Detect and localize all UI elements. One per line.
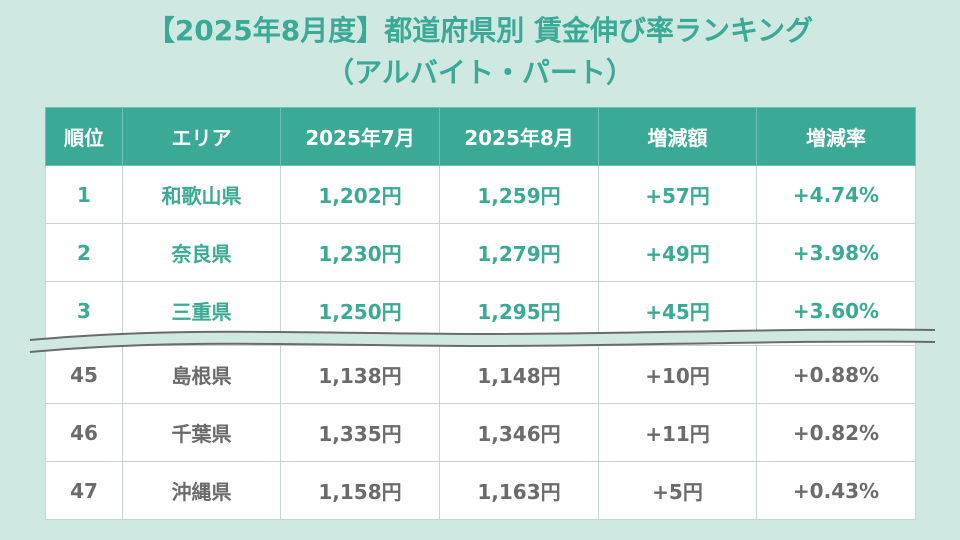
header-rank: 順位: [45, 107, 123, 166]
table-row: 46 千葉県 1,335円 1,346円 +11円 +0.82%: [45, 403, 916, 462]
table-row: 47 沖縄県 1,158円 1,163円 +5円 +0.43%: [45, 461, 916, 520]
page-subtitle: （アルバイト・パート）: [326, 56, 634, 89]
cell-change-rate: +0.88%: [756, 345, 916, 404]
table-break-wave-icon: [29, 328, 936, 353]
cell-change-rate: +3.98%: [756, 223, 916, 282]
cell-change-amount: +10円: [598, 345, 757, 404]
cell-rank: 1: [45, 165, 123, 224]
header-change-amount: 増減額: [598, 107, 757, 166]
cell-july: 1,202円: [280, 165, 440, 224]
cell-august: 1,163円: [439, 461, 599, 520]
cell-change-rate: +4.74%: [756, 165, 916, 224]
cell-area: 和歌山県: [122, 165, 281, 224]
cell-change-amount: +49円: [598, 223, 757, 282]
cell-july: 1,158円: [280, 461, 440, 520]
cell-change-amount: +57円: [598, 165, 757, 224]
header-change-rate: 増減率: [756, 107, 916, 166]
cell-change-amount: +11円: [598, 403, 757, 462]
cell-change-amount: +45円: [598, 281, 757, 340]
cell-august: 1,279円: [439, 223, 599, 282]
cell-rank: 46: [45, 403, 123, 462]
cell-change-amount: +5円: [598, 461, 757, 520]
cell-august: 1,259円: [439, 165, 599, 224]
cell-rank: 45: [45, 345, 123, 404]
cell-july: 1,138円: [280, 345, 440, 404]
cell-july: 1,335円: [280, 403, 440, 462]
table-row: 3 三重県 1,250円 1,295円 +45円 +3.60%: [45, 281, 916, 340]
table-header-row: 順位 エリア 2025年7月 2025年8月 増減額 増減率: [45, 107, 916, 166]
cell-rank: 47: [45, 461, 123, 520]
cell-july: 1,230円: [280, 223, 440, 282]
table-row: 2 奈良県 1,230円 1,279円 +49円 +3.98%: [45, 223, 916, 282]
cell-area: 沖縄県: [122, 461, 281, 520]
cell-change-rate: +0.82%: [756, 403, 916, 462]
cell-area: 千葉県: [122, 403, 281, 462]
cell-area: 奈良県: [122, 223, 281, 282]
cell-august: 1,346円: [439, 403, 599, 462]
cell-rank: 2: [45, 223, 123, 282]
cell-august: 1,295円: [439, 281, 599, 340]
table-row: 45 島根県 1,138円 1,148円 +10円 +0.88%: [45, 345, 916, 404]
cell-area: 島根県: [122, 345, 281, 404]
header-july: 2025年7月: [280, 107, 440, 166]
cell-rank: 3: [45, 281, 123, 340]
cell-change-rate: +0.43%: [756, 461, 916, 520]
table-row: 1 和歌山県 1,202円 1,259円 +57円 +4.74%: [45, 165, 916, 224]
cell-august: 1,148円: [439, 345, 599, 404]
header-august: 2025年8月: [439, 107, 599, 166]
header-area: エリア: [122, 107, 281, 166]
page-title: 【2025年8月度】都道府県別 賃金伸び率ランキング: [146, 14, 814, 47]
ranking-table: 順位 エリア 2025年7月 2025年8月 増減額 増減率 1 和歌山県 1,…: [45, 107, 916, 520]
